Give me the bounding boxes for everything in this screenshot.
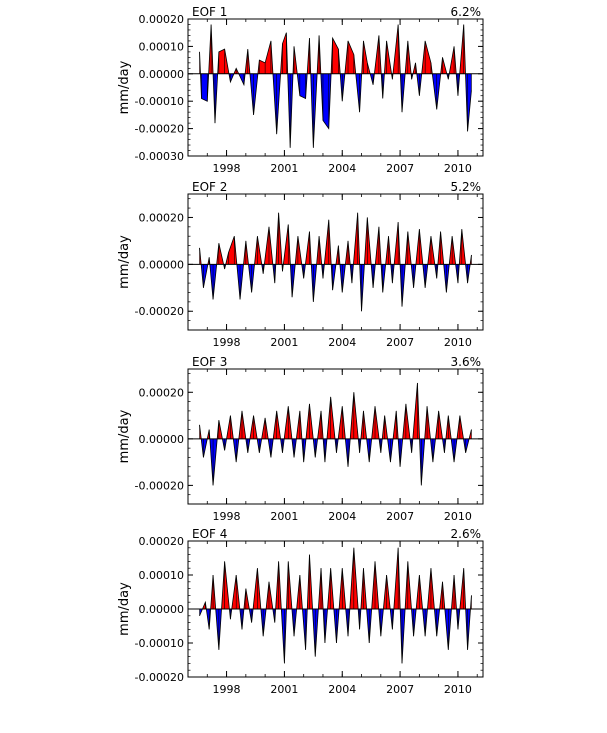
x-tick-label: 2010 bbox=[444, 683, 472, 696]
variance-label: 3.6% bbox=[451, 355, 482, 369]
y-axis-label: mm/day bbox=[117, 60, 132, 114]
y-tick-label: -0.00020 bbox=[135, 671, 184, 684]
x-tick-label: 2004 bbox=[328, 510, 356, 523]
x-tick-label: 2001 bbox=[270, 510, 298, 523]
x-tick-label: 2007 bbox=[386, 510, 414, 523]
x-tick-label: 2001 bbox=[270, 336, 298, 349]
x-tick-label: 2010 bbox=[444, 162, 472, 175]
panel-title: EOF 3 bbox=[192, 355, 227, 369]
y-tick-label: 0.00000 bbox=[139, 68, 185, 81]
plot-frame bbox=[187, 18, 484, 157]
panel-title: EOF 1 bbox=[192, 5, 227, 19]
y-tick-label: -0.00010 bbox=[135, 637, 184, 650]
panel-title: EOF 2 bbox=[192, 180, 227, 194]
y-axis-label: mm/day bbox=[117, 582, 132, 636]
negative-area bbox=[199, 609, 472, 664]
y-tick-label: 0.00000 bbox=[139, 603, 185, 616]
negative-area bbox=[199, 264, 472, 312]
x-tick-label: 1998 bbox=[213, 336, 241, 349]
eof-panel-1: 0.00020 0.00010 0.00000 -0.00010 -0.00020 -0.… bbox=[117, 5, 484, 175]
plot-frame bbox=[187, 193, 484, 331]
x-tick-label: 2010 bbox=[444, 336, 472, 349]
y-tick-label: 0.00020 bbox=[139, 535, 185, 548]
y-tick-label: -0.00020 bbox=[135, 123, 184, 136]
y-axis-label: mm/day bbox=[117, 235, 132, 289]
y-tick-label: 0.00020 bbox=[139, 211, 185, 224]
x-tick-label: 1998 bbox=[213, 510, 241, 523]
x-tick-label: 2010 bbox=[444, 510, 472, 523]
variance-label: 6.2% bbox=[451, 5, 482, 19]
y-tick-label: 0.00000 bbox=[139, 433, 185, 446]
panel-title: EOF 4 bbox=[192, 527, 227, 541]
y-tick-label: 0.00010 bbox=[139, 40, 185, 53]
y-tick-label: 0.00020 bbox=[139, 386, 185, 399]
y-axis-label: mm/day bbox=[117, 409, 132, 463]
variance-label: 2.6% bbox=[451, 527, 482, 541]
x-tick-label: 2004 bbox=[328, 336, 356, 349]
y-tick-label: -0.00030 bbox=[135, 150, 184, 163]
eof-panel-2: 0.00020 0.00000 -0.00020 1998 2001 2004 2007 20… bbox=[117, 180, 484, 349]
x-tick-label: 2001 bbox=[270, 683, 298, 696]
x-tick-label: 2004 bbox=[328, 162, 356, 175]
y-tick-label: 0.00010 bbox=[139, 569, 185, 582]
series-line bbox=[199, 212, 472, 312]
x-tick-label: 2004 bbox=[328, 683, 356, 696]
eof-panel-4: 0.00020 0.00010 0.00000 -0.00010 -0.00020 199… bbox=[117, 527, 484, 696]
y-tick-label: -0.00020 bbox=[135, 305, 184, 318]
eof-panel-3: 0.00020 0.00000 -0.00020 1998 2001 2004 2007 20… bbox=[117, 355, 484, 523]
x-tick-label: 1998 bbox=[213, 683, 241, 696]
series-line bbox=[199, 24, 472, 148]
variance-label: 5.2% bbox=[451, 180, 482, 194]
x-tick-label: 2007 bbox=[386, 683, 414, 696]
y-tick-label: -0.00020 bbox=[135, 479, 184, 492]
y-tick-label: 0.00020 bbox=[139, 13, 185, 26]
positive-area bbox=[199, 382, 472, 439]
y-tick-label: 0.00000 bbox=[139, 258, 185, 271]
plot-frame bbox=[187, 368, 484, 505]
y-tick-label: -0.00010 bbox=[135, 95, 184, 108]
x-tick-label: 2001 bbox=[270, 162, 298, 175]
x-tick-label: 1998 bbox=[213, 162, 241, 175]
positive-area bbox=[199, 212, 472, 265]
x-tick-label: 2007 bbox=[386, 336, 414, 349]
x-tick-label: 2007 bbox=[386, 162, 414, 175]
